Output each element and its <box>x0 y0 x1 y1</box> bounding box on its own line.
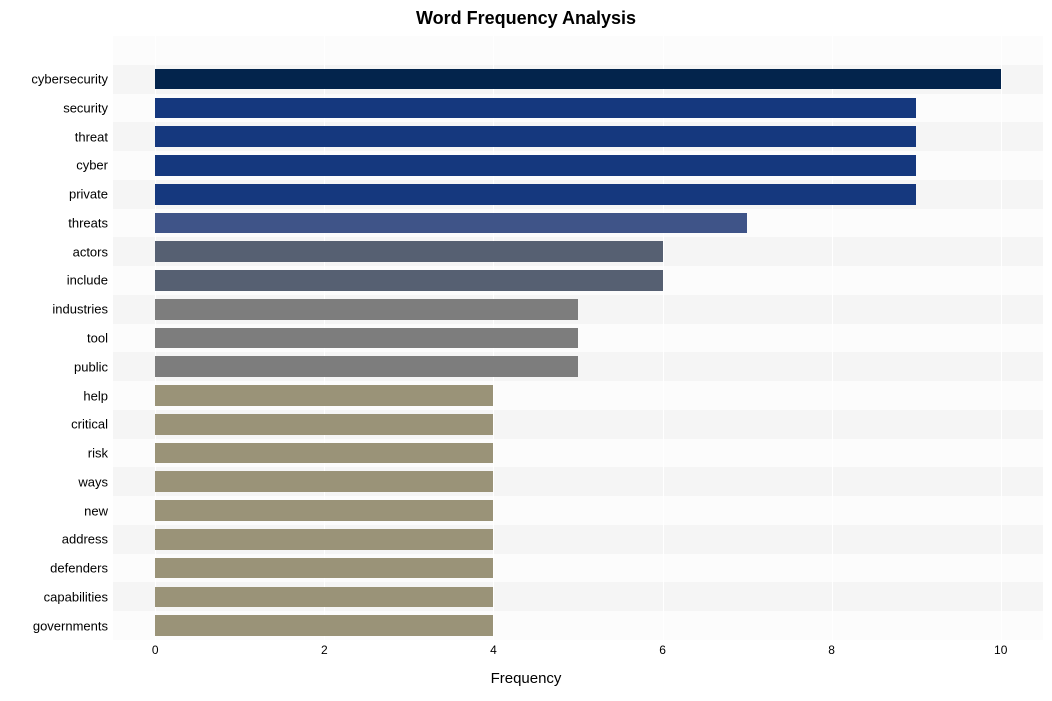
bar <box>155 414 493 435</box>
bar <box>155 443 493 464</box>
bar <box>155 299 578 320</box>
x-axis-tick-label: 6 <box>659 644 666 656</box>
bar <box>155 213 747 234</box>
y-axis-category-label: capabilities <box>44 590 108 603</box>
x-axis-tick-label: 10 <box>994 644 1007 656</box>
y-axis-category-label: risk <box>88 447 108 460</box>
bar <box>155 126 916 147</box>
chart-container: Word Frequency Analysis Frequency cybers… <box>0 0 1052 701</box>
bar <box>155 241 662 262</box>
y-axis-category-label: threats <box>68 216 108 229</box>
y-axis-category-label: critical <box>71 418 108 431</box>
x-axis-title: Frequency <box>0 670 1052 687</box>
bar <box>155 471 493 492</box>
x-axis-tick-label: 4 <box>490 644 497 656</box>
y-axis-category-label: threat <box>75 130 108 143</box>
bar <box>155 328 578 349</box>
y-axis-category-label: cybersecurity <box>31 73 108 86</box>
y-axis-category-label: industries <box>52 303 108 316</box>
plot-area <box>113 36 1043 640</box>
bar <box>155 615 493 636</box>
bar <box>155 356 578 377</box>
bar <box>155 385 493 406</box>
y-axis-category-label: private <box>69 188 108 201</box>
bar <box>155 558 493 579</box>
bar <box>155 155 916 176</box>
bar <box>155 270 662 291</box>
y-axis-category-label: new <box>84 504 108 517</box>
y-axis-category-label: ways <box>78 475 108 488</box>
bar <box>155 500 493 521</box>
row-band <box>113 36 1043 65</box>
y-axis-category-label: defenders <box>50 562 108 575</box>
bar <box>155 98 916 119</box>
y-axis-category-label: address <box>62 533 108 546</box>
bar <box>155 184 916 205</box>
y-axis-category-label: tool <box>87 332 108 345</box>
gridline <box>1001 36 1002 640</box>
y-axis-category-label: help <box>83 389 108 402</box>
chart-title: Word Frequency Analysis <box>0 8 1052 29</box>
x-axis-tick-label: 2 <box>321 644 328 656</box>
y-axis-category-label: security <box>63 101 108 114</box>
y-axis-category-label: public <box>74 360 108 373</box>
x-axis-tick-label: 0 <box>152 644 159 656</box>
bar <box>155 69 1000 90</box>
y-axis-category-label: governments <box>33 619 108 632</box>
bar <box>155 587 493 608</box>
bar <box>155 529 493 550</box>
x-axis-tick-label: 8 <box>828 644 835 656</box>
y-axis-category-label: include <box>67 274 108 287</box>
y-axis-category-label: actors <box>73 245 108 258</box>
y-axis-category-label: cyber <box>76 159 108 172</box>
